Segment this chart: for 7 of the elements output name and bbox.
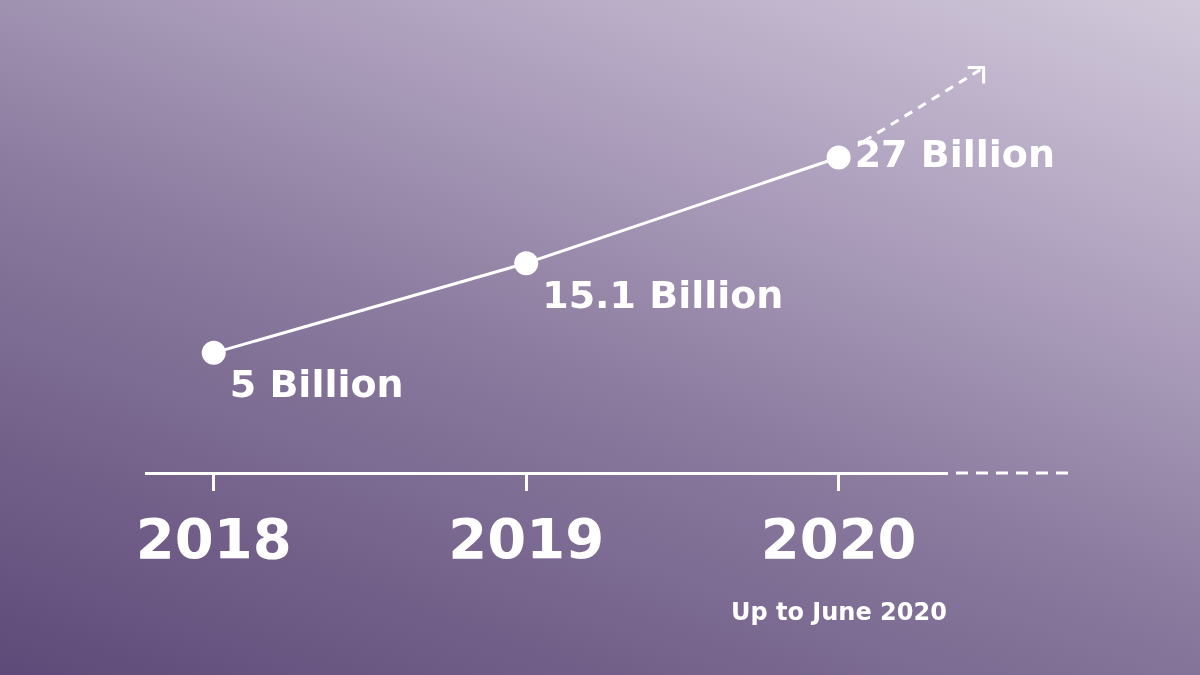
x-tick-label: 2020 bbox=[760, 506, 917, 572]
data-label: 15.1 Billion bbox=[542, 272, 784, 317]
data-label: 27 Billion bbox=[854, 132, 1055, 177]
x-tick-label: 2019 bbox=[448, 506, 605, 572]
text: Up to June 2020 bbox=[731, 598, 947, 626]
data-label: 5 Billion bbox=[229, 362, 404, 407]
x-tick-label: 2018 bbox=[135, 506, 292, 572]
